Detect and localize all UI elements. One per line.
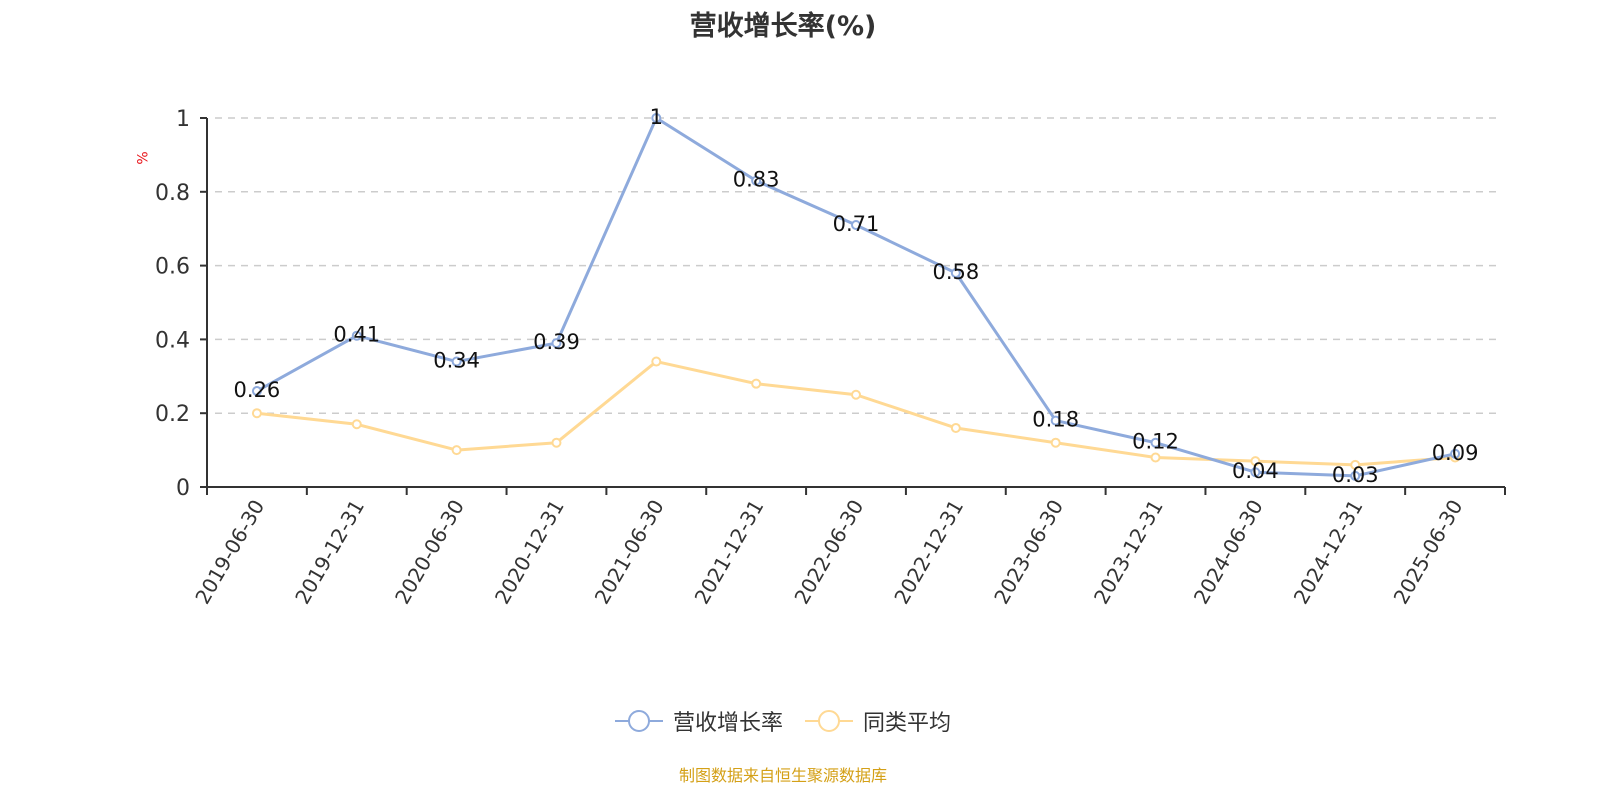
data-point[interactable]	[451, 356, 462, 367]
series-line	[256, 116, 1456, 478]
y-tick-label: 1	[176, 107, 190, 132]
data-label: 0.04	[1232, 459, 1279, 483]
x-tick-label: 2019-12-31	[290, 496, 369, 609]
chart-title: 营收增长率(%)	[689, 11, 877, 42]
data-point[interactable]	[751, 378, 762, 389]
data-label: 0.58	[932, 260, 979, 284]
gridlines	[215, 117, 1500, 414]
series-lines	[251, 113, 1461, 481]
x-tick-label: 2025-06-30	[1389, 496, 1468, 609]
x-tick-label: 2020-06-30	[390, 495, 469, 608]
data-label: 0.03	[1332, 463, 1379, 487]
data-label: 0.71	[833, 212, 880, 236]
data-label: 0.41	[333, 323, 380, 347]
data-point[interactable]	[551, 338, 562, 349]
data-point[interactable]	[251, 408, 262, 419]
x-tick-label: 2024-06-30	[1189, 496, 1268, 609]
x-tick-label: 2023-12-31	[1089, 496, 1168, 609]
x-axis-tick-labels: 2019-06-30 2019-12-31 2020-06-30 2020-12-31…	[190, 495, 1467, 608]
legend-label: 同类平均	[863, 711, 952, 736]
data-point[interactable]	[351, 419, 362, 430]
legend-item-revenue-growth[interactable]: 营收增长率	[614, 705, 783, 737]
data-point[interactable]	[351, 330, 362, 341]
data-label: 0.18	[1032, 408, 1079, 432]
x-tick-label: 2021-06-30	[590, 496, 669, 609]
y-tick-label: 0.4	[155, 328, 190, 353]
x-tick-label: 2024-12-31	[1289, 496, 1368, 609]
data-label: 0.12	[1132, 430, 1179, 454]
data-point[interactable]	[651, 113, 662, 123]
data-point[interactable]	[851, 220, 861, 231]
y-tick-label: 0.6	[155, 255, 190, 280]
legend-item-peer-average[interactable]: 同类平均	[805, 705, 951, 737]
data-point[interactable]	[1450, 448, 1461, 459]
legend-line-circle-icon	[805, 710, 853, 732]
x-tick-label: 2020-12-31	[490, 496, 569, 609]
data-label: 1	[650, 105, 663, 129]
data-label: 0.09	[1432, 441, 1479, 465]
data-labels: 0.26 0.41 0.34 0.39 1 0.83 0.71 0.58 0.18 0.12 0.0…	[234, 105, 1479, 487]
legend-line-circle-icon	[614, 710, 663, 732]
data-point[interactable]	[1150, 452, 1161, 463]
y-tick-label: 0	[176, 476, 190, 501]
data-point[interactable]	[950, 267, 961, 278]
data-source-note: 制图数据来自恒生聚源数据库	[678, 766, 887, 785]
data-point[interactable]	[251, 386, 262, 397]
data-label: 0.34	[433, 349, 480, 373]
data-point[interactable]	[851, 389, 861, 400]
legend: 营收增长率 同类平均	[0, 705, 1566, 737]
y-tick-label: 0.2	[155, 402, 190, 427]
data-point[interactable]	[1150, 437, 1161, 448]
data-point[interactable]	[751, 175, 762, 186]
data-point[interactable]	[551, 437, 562, 448]
data-label: 0.26	[234, 378, 281, 402]
data-point[interactable]	[1050, 415, 1061, 426]
data-point[interactable]	[451, 445, 462, 456]
axes	[200, 117, 1506, 495]
y-axis-tick-labels: 0 0.2 0.4 0.6 0.8 1	[155, 107, 190, 501]
data-point[interactable]	[1250, 467, 1261, 478]
line-chart: 0 0.2 0.4 0.6 0.8 1 2019-06-30 2019-12-31 2020-…	[155, 105, 1506, 608]
y-tick-label: 0.8	[155, 181, 190, 206]
x-tick-label: 2019-06-30	[190, 496, 269, 609]
x-tick-label: 2023-06-30	[989, 496, 1068, 609]
data-point[interactable]	[651, 356, 662, 367]
data-point[interactable]	[1350, 470, 1361, 481]
data-label: 0.83	[733, 168, 780, 192]
x-tick-label: 2022-06-30	[789, 496, 868, 609]
x-tick-label: 2022-12-31	[889, 496, 968, 609]
x-tick-label: 2021-12-31	[690, 496, 769, 609]
data-point[interactable]	[1250, 456, 1261, 467]
data-point[interactable]	[950, 422, 961, 433]
data-point[interactable]	[1050, 437, 1061, 448]
data-point[interactable]	[1350, 459, 1361, 470]
data-label: 0.39	[533, 330, 580, 354]
legend-label: 营收增长率	[672, 711, 783, 736]
